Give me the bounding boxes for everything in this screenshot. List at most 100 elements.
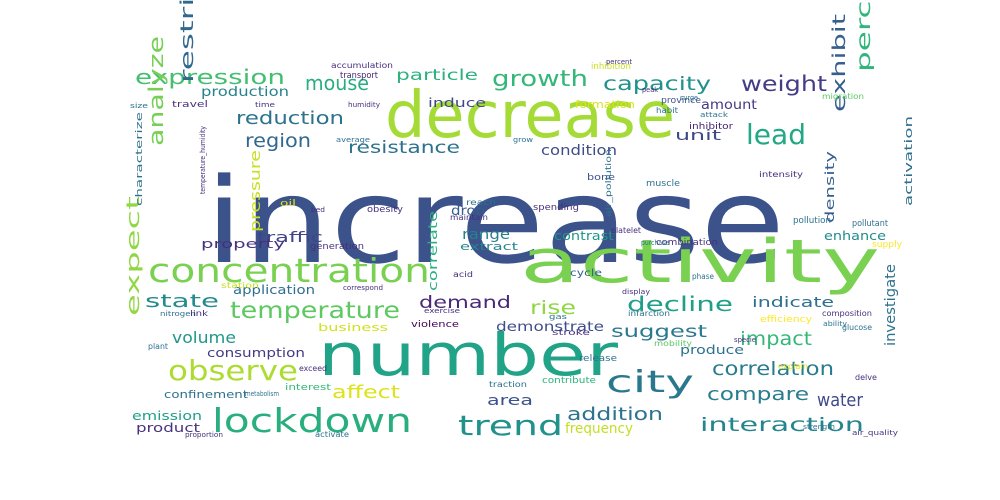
cloud-word: application <box>233 283 315 297</box>
cloud-word: resistance <box>348 138 460 158</box>
cloud-word: correlate <box>426 211 440 291</box>
cloud-word: size <box>130 102 148 110</box>
cloud-word: analyze <box>144 36 168 146</box>
cloud-word: traffic <box>257 230 323 246</box>
cloud-word: condition <box>541 143 617 159</box>
cloud-word: frequency <box>565 421 633 437</box>
cloud-word: state <box>145 291 219 312</box>
cloud-word: infarction <box>628 309 670 318</box>
cloud-word: correlation <box>712 358 834 380</box>
cloud-word: purchase <box>641 239 669 247</box>
cloud-word: station <box>221 281 259 290</box>
cloud-word: consumption <box>207 346 305 360</box>
cloud-word: growth <box>492 67 588 92</box>
cloud-word: habit <box>656 106 678 115</box>
cloud-word: production <box>201 85 289 100</box>
cloud-word: indicate <box>752 295 834 311</box>
cloud-word: traction <box>489 380 527 389</box>
cloud-word: unit <box>675 128 722 144</box>
cloud-word: bone <box>587 173 616 183</box>
cloud-word: exceed <box>299 364 327 373</box>
cloud-word: plant <box>148 342 168 351</box>
cloud-word: efficiency <box>760 315 813 325</box>
cloud-word: contrast <box>554 229 614 243</box>
cloud-word: cycle <box>570 268 602 279</box>
cloud-word: inhibitor <box>689 122 733 132</box>
cloud-word: air_pollution <box>604 149 613 217</box>
cloud-word: delve <box>855 373 877 382</box>
cloud-word: water <box>817 390 864 411</box>
cloud-word: weight <box>741 72 827 96</box>
cloud-word: ability <box>823 320 847 328</box>
cloud-word: glucose <box>842 323 872 332</box>
cloud-word: peak <box>642 86 659 94</box>
cloud-word: produce <box>680 343 744 357</box>
cloud-word: strength <box>803 423 835 431</box>
cloud-word: region <box>245 130 311 152</box>
cloud-word: lockdown <box>212 401 412 440</box>
cloud-word: link <box>190 309 208 318</box>
cloud-word: explain <box>778 362 808 371</box>
cloud-word: addition <box>567 404 663 425</box>
cloud-word: phase <box>692 272 714 281</box>
cloud-word: inhibition <box>591 62 631 72</box>
cloud-word: investigate <box>883 264 899 346</box>
cloud-word: acid <box>453 270 473 279</box>
cloud-word: reduction <box>236 108 344 129</box>
cloud-word: amount <box>701 98 757 113</box>
cloud-word: bed <box>311 206 325 214</box>
cloud-word: range <box>462 227 510 243</box>
cloud-word: extract <box>460 240 519 253</box>
cloud-word: volume <box>172 328 236 347</box>
cloud-word: mouse <box>305 71 369 95</box>
cloud-word: exercise <box>424 307 460 315</box>
cloud-word: activity <box>520 227 880 297</box>
cloud-word: induce <box>428 96 486 110</box>
cloud-word: temperature_humidity <box>199 126 207 194</box>
cloud-word: compare <box>707 384 809 405</box>
cloud-word: capacity <box>603 73 711 95</box>
cloud-word: confinement <box>164 388 249 401</box>
cloud-word: density <box>823 151 837 223</box>
cloud-word: muscle <box>646 179 680 189</box>
cloud-word: percentage <box>853 0 875 72</box>
cloud-word: city <box>606 365 694 400</box>
cloud-word: generation <box>310 242 364 252</box>
cloud-word: specie <box>734 336 756 344</box>
cloud-word: lead <box>746 118 806 151</box>
cloud-word: metabolism <box>245 390 279 398</box>
cloud-word: demand <box>419 293 511 313</box>
cloud-word: increase <box>205 152 785 290</box>
cloud-word: interaction <box>700 414 864 436</box>
cloud-word: pollution <box>793 216 831 226</box>
cloud-word: percent <box>606 58 632 66</box>
cloud-word: province <box>661 96 701 106</box>
cloud-word: trend <box>458 409 563 442</box>
cloud-word: attack <box>700 111 729 119</box>
cloud-word: travel <box>172 100 208 110</box>
cloud-word: characterize <box>135 111 145 206</box>
cloud-word: emission <box>132 409 202 423</box>
cloud-word: display <box>622 288 650 296</box>
cloud-word: exhibit <box>829 14 850 112</box>
cloud-word: reach <box>466 198 496 207</box>
cloud-word: violence <box>411 320 460 330</box>
cloud-word: maintain <box>450 213 488 222</box>
cloud-word: accumulation <box>331 61 393 70</box>
cloud-word: release <box>579 354 618 364</box>
cloud-word: activate <box>315 430 349 439</box>
cloud-word: number <box>318 321 618 389</box>
cloud-word: humidity <box>348 101 380 109</box>
cloud-word: surge <box>680 94 698 102</box>
cloud-word: restriction <box>177 0 198 83</box>
cloud-word: rise <box>530 297 576 319</box>
cloud-word: product <box>136 421 200 435</box>
cloud-word: combination <box>656 238 718 248</box>
cloud-word: average <box>336 136 370 144</box>
cloud-word: temperature <box>230 298 400 324</box>
cloud-word: suggest <box>611 322 707 342</box>
cloud-word: drop <box>451 204 485 219</box>
cloud-word: pollutant <box>852 219 888 229</box>
cloud-word: expect <box>123 196 144 316</box>
